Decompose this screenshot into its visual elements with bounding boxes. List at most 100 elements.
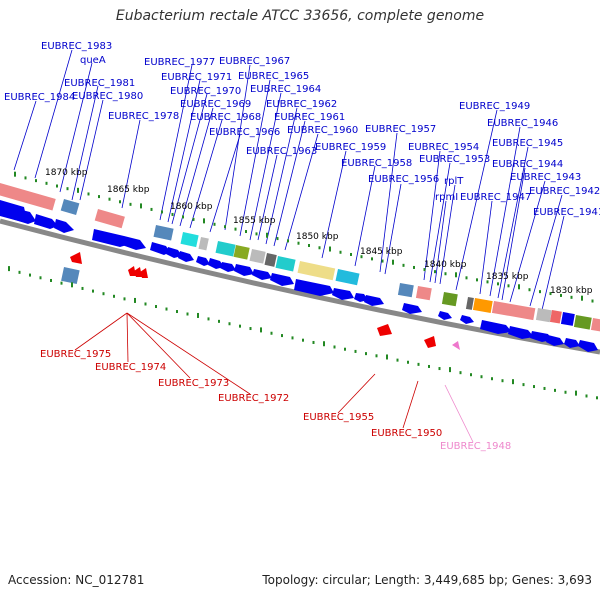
tick-mark [18,270,21,274]
tick-mark [444,272,447,276]
gene-label[interactable]: EUBREC_1955 [303,412,374,423]
tick-mark [528,288,531,292]
gene-label[interactable]: EUBREC_1980 [72,91,143,102]
tick-mark [8,266,10,272]
tick-mark [60,281,63,285]
gene-label[interactable]: EUBREC_1967 [219,56,290,67]
gene-label[interactable]: EUBREC_1959 [315,142,386,153]
tick-mark [249,327,252,331]
tick-mark [234,227,237,231]
gene-label[interactable]: EUBREC_1962 [266,99,337,110]
gene-label[interactable]: EUBREC_1956 [368,174,439,185]
gene-label[interactable]: EUBREC_1974 [95,362,166,373]
gene-label[interactable]: EUBREC_1984 [4,92,75,103]
gene-label[interactable]: EUBREC_1946 [487,118,558,129]
tick-mark [297,241,300,245]
gene-label[interactable]: EUBREC_1968 [190,112,261,123]
tick-mark [228,322,231,326]
gene-label[interactable]: EUBREC_1944 [492,159,563,170]
tick-mark [87,192,90,196]
tick-mark [501,379,504,383]
reverse-gene-arrows [61,252,460,350]
tick-mark [392,259,394,265]
pseudo-labels: EUBREC_1948 [440,441,511,452]
tick-mark [92,289,94,293]
gene-label[interactable]: EUBREC_1963 [246,146,317,157]
gene-label[interactable]: EUBREC_1977 [144,57,215,68]
tick-mark [213,222,216,226]
gene-label[interactable]: EUBREC_1961 [274,112,345,123]
tick-mark [575,390,577,396]
tick-label: 1850 kbp [296,232,339,242]
gene-label[interactable]: EUBREC_1969 [180,99,251,110]
gene-label[interactable]: rpmI [435,192,458,203]
gene-label[interactable]: EUBREC_1954 [408,142,479,153]
tick-mark [486,280,489,284]
tick-mark [45,181,48,185]
tick-label: 1870 kbp [45,168,88,178]
pseudo-leader-line [444,384,474,443]
gene-label[interactable]: EUBREC_1978 [108,111,179,122]
tick-mark [570,295,573,299]
tick-mark [39,276,42,280]
tick-mark [522,383,525,387]
gene-label[interactable]: EUBREC_1971 [161,72,232,83]
tick-mark [554,388,556,392]
tick-track-upper [14,171,594,303]
tick-mark [77,187,79,193]
gene-label[interactable]: EUBREC_1950 [371,428,442,439]
tick-mark [255,232,258,236]
tick-mark [318,246,321,250]
gene-label[interactable]: EUBREC_1965 [238,71,309,82]
gene-label[interactable]: EUBREC_1975 [40,349,111,360]
tick-mark [591,299,594,303]
tick-mark [197,312,199,318]
tick-mark [428,364,430,368]
gene-label[interactable]: EUBREC_1941 [533,207,600,218]
tick-mark [66,187,69,191]
tick-mark [182,215,184,219]
tick-mark [140,203,142,209]
tick-mark [512,379,514,385]
topology-text: Topology: circular; Length: 3,449,685 bp… [262,573,592,587]
tick-mark [585,394,588,398]
gene-label[interactable]: EUBREC_1949 [459,101,530,112]
tick-mark [186,312,189,316]
tick-mark [476,278,478,282]
gene-label[interactable]: EUBREC_1943 [510,172,581,183]
gene-label[interactable]: EUBREC_1948 [440,441,511,452]
gene-label[interactable]: EUBREC_1966 [209,127,280,138]
tick-mark [375,354,378,358]
gene-label[interactable]: EUBREC_1981 [64,78,135,89]
gene-label[interactable]: queA [80,55,106,66]
tick-mark [449,367,451,373]
tick-mark [312,340,315,344]
gene-label[interactable]: EUBREC_1960 [287,125,358,136]
tick-mark [81,286,84,290]
gene-label[interactable]: EUBREC_1953 [419,154,490,165]
gene-label[interactable]: rplT [444,176,464,187]
gene-label[interactable]: EUBREC_1983 [41,41,112,52]
tick-mark [518,284,520,290]
tick-mark [413,265,415,269]
tick-mark [339,250,342,254]
gene-label[interactable]: EUBREC_1945 [492,138,563,149]
gene-label[interactable]: EUBREC_1958 [341,158,412,169]
tick-mark [438,367,441,371]
gene-label[interactable]: EUBREC_1964 [250,84,321,95]
gene-label[interactable]: EUBREC_1957 [365,124,436,135]
tick-label: 1835 kbp [486,272,529,282]
tick-mark [323,341,325,347]
gene-label[interactable]: EUBREC_1942 [529,186,600,197]
position-ticks: 1870 kbp 1865 kbp 1860 kbp 1855 kbp 1850… [45,168,593,296]
gene-label[interactable]: EUBREC_1947 [460,192,531,203]
tick-mark [564,390,567,394]
tick-mark [497,282,499,286]
gene-label[interactable]: EUBREC_1973 [158,378,229,389]
tick-mark [596,396,598,400]
tick-mark [549,292,552,296]
gene-label[interactable]: EUBREC_1970 [170,86,241,97]
gene-label[interactable]: EUBREC_1972 [218,393,289,404]
forward-labels: EUBREC_1983 queA EUBREC_1981 EUBREC_1984… [4,41,600,218]
tick-mark [56,184,58,188]
